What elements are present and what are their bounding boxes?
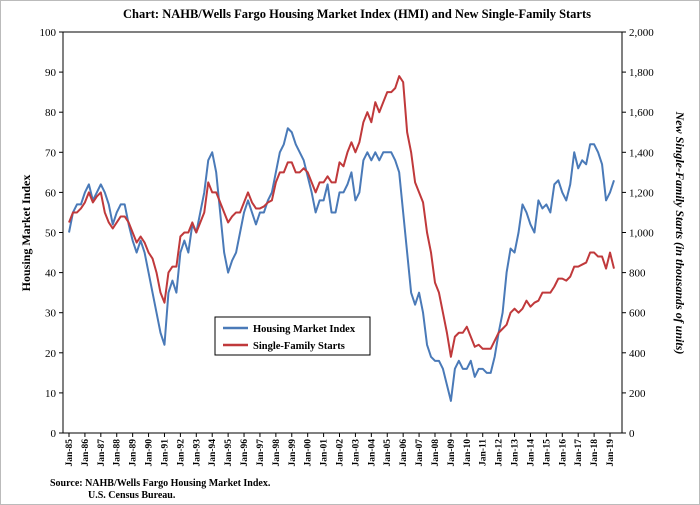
x-tick-label: Jan-90 — [145, 439, 155, 467]
x-tick-label: Jan-14 — [526, 439, 536, 467]
series-line — [68, 75, 615, 358]
legend-label: Single-Family Starts — [253, 341, 345, 352]
x-tick-label: Jan-17 — [574, 439, 584, 467]
source: Source: NAHB/Wells Fargo Housing Market … — [50, 478, 271, 489]
y-tick-label: 70 — [45, 147, 57, 159]
y-tick-label: 80 — [45, 107, 57, 119]
y2-tick-label: 1,000 — [629, 228, 654, 240]
y-tick-label: 20 — [45, 348, 57, 360]
x-tick-label: Jan-87 — [97, 439, 107, 467]
x-tick-label: Jan-98 — [272, 439, 282, 467]
x-tick-label: Jan-93 — [192, 439, 202, 467]
x-tick-label: Jan-16 — [558, 439, 568, 467]
y2-tick-label: 0 — [629, 428, 635, 440]
x-tick-label: Jan-96 — [240, 439, 250, 467]
x-tick-label: Jan-06 — [399, 439, 409, 467]
y-tick-label: 50 — [45, 228, 57, 240]
y2-tick-label: 1,800 — [629, 67, 654, 79]
x-tick-label: Jan-86 — [81, 439, 91, 467]
legend — [214, 316, 371, 356]
legend-label: Housing Market Index — [253, 324, 356, 335]
x-tick-label: Jan-15 — [542, 439, 552, 467]
x-tick-label: Jan-95 — [224, 439, 234, 467]
x-tick-label: Jan-09 — [447, 439, 457, 467]
x-tick-label: Jan-18 — [590, 439, 600, 467]
y2-tick-label: 800 — [629, 268, 646, 280]
x-tick-label: Jan-91 — [160, 439, 170, 467]
x-tick-label: Jan-08 — [431, 439, 441, 467]
y-tick-label: 60 — [45, 187, 57, 199]
x-tick-label: Jan-07 — [415, 439, 425, 467]
y2-tick-label: 1,400 — [629, 147, 654, 159]
y2-tick-label: 2,000 — [629, 27, 654, 39]
x-tick-label: Jan-13 — [511, 439, 521, 467]
x-tick-label: Jan-99 — [288, 439, 298, 467]
x-tick-label: Jan-85 — [65, 439, 75, 467]
y2-tick-label: 400 — [629, 348, 646, 360]
x-tick-label: Jan-97 — [256, 439, 266, 467]
x-tick-label: Jan-92 — [176, 439, 186, 467]
y-tick-label: 0 — [51, 428, 57, 440]
x-tick-label: Jan-10 — [463, 439, 473, 467]
x-tick-label: Jan-11 — [479, 439, 489, 466]
x-tick-label: Jan-94 — [208, 439, 218, 467]
x-tick-label: Jan-19 — [606, 439, 616, 467]
y-tick-label: 40 — [45, 268, 57, 280]
x-tick-label: Jan-00 — [304, 439, 314, 467]
y2-tick-label: 1,600 — [629, 107, 654, 119]
y2-tick-label: 200 — [629, 388, 646, 400]
x-tick-label: Jan-05 — [383, 439, 393, 467]
x-tick-label: Jan-01 — [320, 439, 330, 467]
y2-tick-label: 600 — [629, 308, 646, 320]
y-tick-label: 10 — [45, 388, 57, 400]
series-line — [68, 127, 615, 402]
x-tick-label: Jan-88 — [113, 439, 123, 467]
chart-title: Chart: NAHB/Wells Fargo Housing Market I… — [123, 7, 591, 21]
y-tick-label: 100 — [40, 27, 57, 39]
y-axis-label: Housing Market Index — [19, 175, 33, 292]
y2-axis-label: New Single-Family Starts (in thousands o… — [673, 111, 687, 355]
x-tick-label: Jan-04 — [367, 439, 377, 467]
x-tick-label: Jan-89 — [129, 439, 139, 467]
y-tick-label: 90 — [45, 67, 57, 79]
y-tick-label: 30 — [45, 308, 57, 320]
x-tick-label: Jan-12 — [495, 439, 505, 467]
source: U.S. Census Bureau. — [88, 490, 176, 501]
x-tick-label: Jan-02 — [336, 439, 346, 467]
y2-tick-label: 1,200 — [629, 187, 654, 199]
x-tick-label: Jan-03 — [351, 439, 361, 467]
